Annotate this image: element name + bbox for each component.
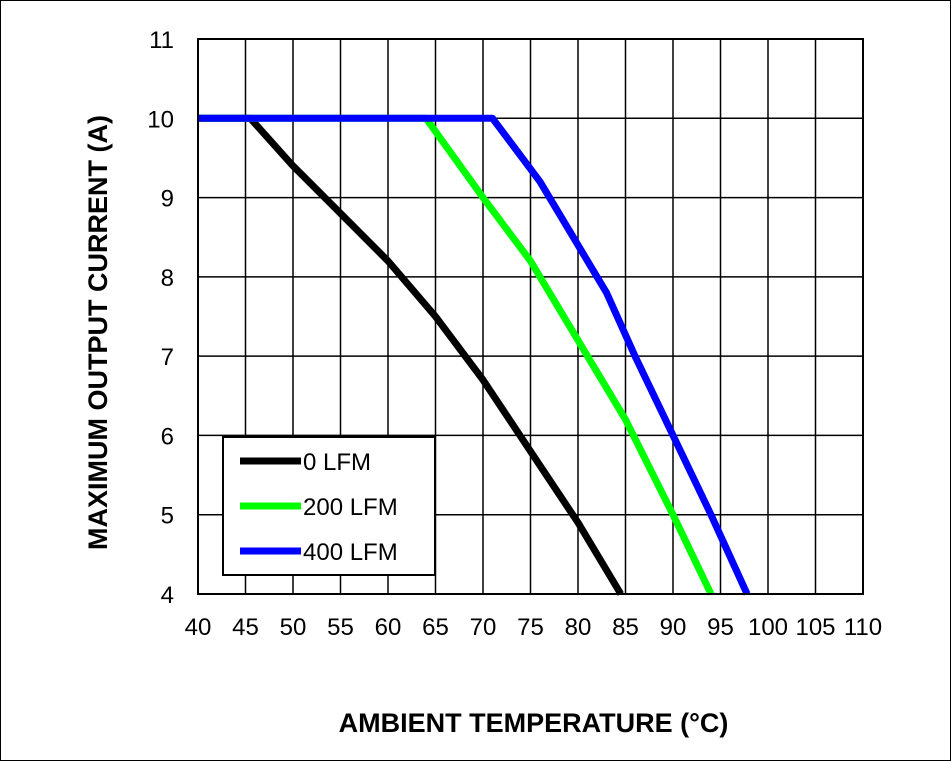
y-tick-label: 5 xyxy=(161,503,174,530)
x-tick-label: 65 xyxy=(422,614,449,641)
x-tick-label: 40 xyxy=(185,614,212,641)
x-tick-label: 95 xyxy=(707,614,734,641)
y-tick-label: 7 xyxy=(161,344,174,371)
x-tick-label: 70 xyxy=(470,614,497,641)
y-tick-label: 10 xyxy=(147,106,174,133)
x-tick-label: 50 xyxy=(280,614,307,641)
x-tick-label: 85 xyxy=(612,614,639,641)
y-tick-label: 9 xyxy=(161,186,174,213)
x-tick-label: 55 xyxy=(327,614,354,641)
legend-label: 0 LFM xyxy=(303,449,371,476)
y-axis-title: MAXIMUM OUTPUT CURRENT (A) xyxy=(83,115,113,550)
series-line-400-lfm xyxy=(198,114,751,596)
series-line-0-lfm xyxy=(198,114,624,596)
y-tick-labels: 4 5 6 7 8 9 10 11 xyxy=(147,27,174,609)
y-tick-label: 11 xyxy=(149,27,174,54)
x-tick-label: 75 xyxy=(517,614,544,641)
x-axis-title: AMBIENT TEMPERATURE (°C) xyxy=(339,708,729,738)
x-tick-label: 90 xyxy=(660,614,687,641)
series-lines xyxy=(198,114,751,596)
x-tick-label: 45 xyxy=(232,614,259,641)
y-tick-label: 8 xyxy=(161,265,174,292)
x-tick-label: 100 xyxy=(748,614,788,641)
legend-label: 200 LFM xyxy=(303,494,398,521)
series-line-200-lfm xyxy=(198,114,715,596)
x-tick-label: 80 xyxy=(565,614,592,641)
plot-border xyxy=(197,38,864,595)
x-tick-labels: 40 45 50 55 60 65 70 75 80 85 90 95 100 105 110 xyxy=(185,614,882,641)
x-tick-label: 60 xyxy=(375,614,402,641)
x-tick-label: 110 xyxy=(844,614,882,641)
legend: 0 LFM 200 LFM 400 LFM xyxy=(222,436,436,576)
x-tick-label: 105 xyxy=(795,614,835,641)
y-tick-label: 6 xyxy=(161,423,174,450)
legend-label: 400 LFM xyxy=(303,539,398,566)
y-tick-label: 4 xyxy=(161,582,174,609)
